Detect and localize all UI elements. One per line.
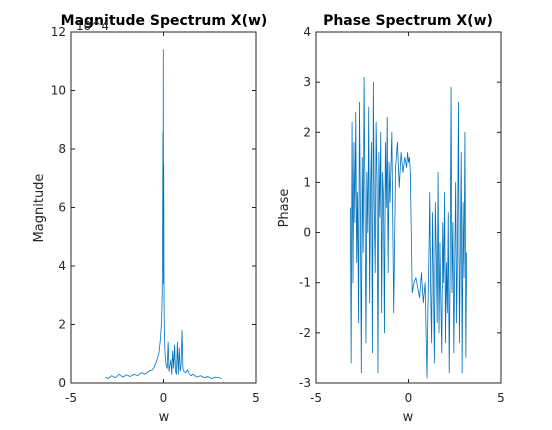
phase-plot-area [350, 76, 467, 379]
magnitude-xlabel: w [159, 410, 170, 425]
magnitude-series-line [105, 49, 222, 380]
phase-axes-box [315, 31, 502, 384]
magnitude-xtick-label: 0 [160, 391, 168, 405]
magnitude-ytick-label: 10 [51, 84, 66, 98]
magnitude-ytick-label: 4 [58, 259, 66, 273]
magnitude-exponent-label: 10^4 [76, 19, 109, 33]
phase-ytick-label: 4 [303, 25, 311, 39]
magnitude-axes-box [70, 31, 257, 384]
magnitude-axes: Magnitude Spectrum X(w) w Magnitude 10^4… [32, 13, 267, 425]
magnitude-xtick-label: -5 [65, 391, 77, 405]
phase-title: Phase Spectrum X(w) [323, 13, 493, 29]
phase-ytick-label: 3 [303, 75, 311, 89]
phase-ytick-label: -2 [299, 326, 311, 340]
phase-xtick-label: -5 [310, 391, 322, 405]
magnitude-xtick-label: 5 [252, 391, 260, 405]
magnitude-ytick-label: 0 [58, 376, 66, 390]
phase-ytick-label: 0 [303, 226, 311, 240]
phase-xtick-label: 0 [405, 391, 413, 405]
magnitude-ytick-label: 12 [51, 25, 66, 39]
phase-ytick-label: -1 [299, 276, 311, 290]
phase-xtick-label: 5 [497, 391, 505, 405]
magnitude-ytick-label: 8 [58, 142, 66, 156]
phase-ylabel: Phase [277, 189, 292, 228]
magnitude-ytick-label: 2 [58, 318, 66, 332]
magnitude-plot-area [105, 49, 222, 380]
magnitude-ylabel: Magnitude [32, 174, 47, 243]
phase-ytick-label: -3 [299, 376, 311, 390]
magnitude-title: Magnitude Spectrum X(w) [61, 13, 268, 29]
phase-series-line [350, 76, 467, 379]
phase-ytick-label: 2 [303, 125, 311, 139]
phase-axes: Phase Spectrum X(w) w Phase -5 0 5 -3 -2 -1 0 1… [277, 13, 505, 425]
magnitude-ytick-label: 6 [58, 201, 66, 215]
phase-xlabel: w [403, 410, 414, 425]
phase-ytick-label: 1 [303, 175, 311, 189]
